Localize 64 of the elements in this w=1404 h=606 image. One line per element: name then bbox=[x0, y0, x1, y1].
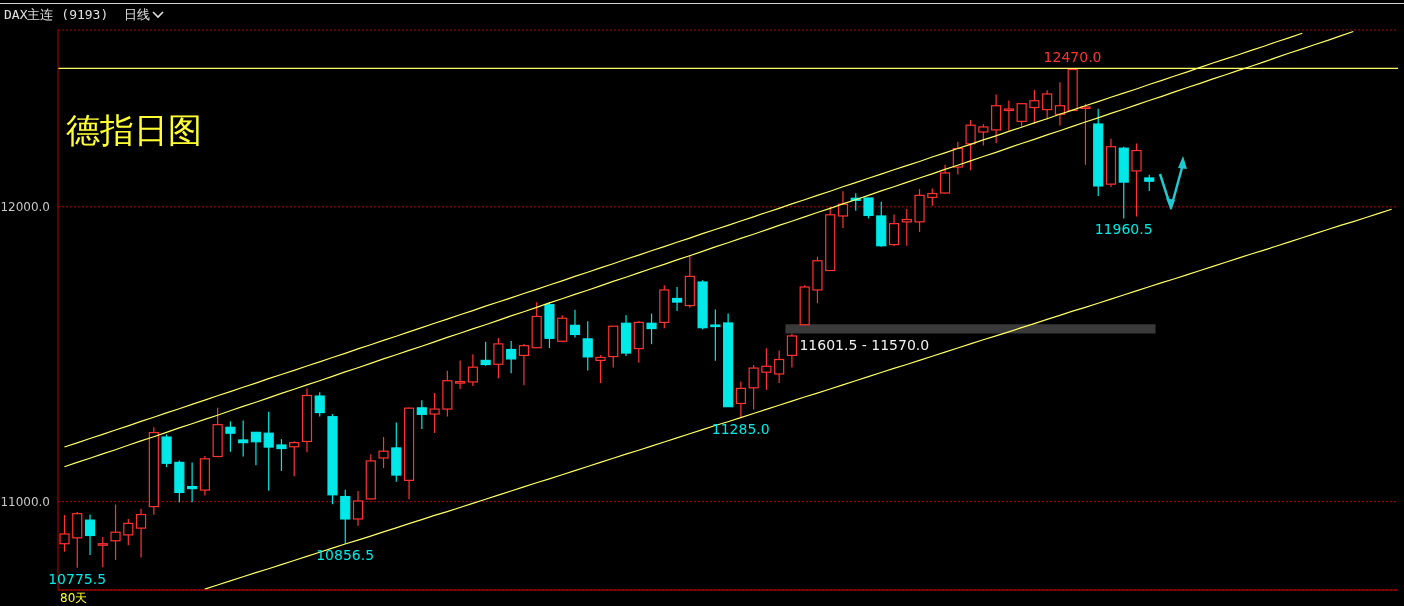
candlestick bbox=[978, 123, 989, 147]
candlestick bbox=[774, 349, 785, 384]
text: 80天 bbox=[60, 590, 88, 606]
candlestick bbox=[110, 503, 121, 561]
annotation: 10775.5 bbox=[48, 570, 107, 587]
candlestick bbox=[59, 514, 70, 553]
candlestick bbox=[671, 286, 683, 312]
candlestick bbox=[710, 308, 721, 362]
candlestick bbox=[135, 508, 147, 559]
candlestick bbox=[569, 309, 581, 339]
candlestick bbox=[748, 364, 759, 411]
candlestick bbox=[595, 354, 606, 384]
candlestick bbox=[480, 341, 491, 367]
candlestick bbox=[263, 411, 274, 492]
candlestick bbox=[276, 438, 287, 472]
candlestick bbox=[506, 340, 517, 374]
annotation: 10856.5 bbox=[316, 546, 375, 563]
candlestick bbox=[493, 337, 504, 379]
candlestick bbox=[901, 208, 912, 247]
text: 德指日图 bbox=[66, 109, 202, 152]
candlestick bbox=[378, 436, 389, 469]
candlestick bbox=[289, 440, 300, 477]
candlestick bbox=[518, 343, 530, 386]
candlestick bbox=[582, 320, 593, 372]
candlestick bbox=[84, 513, 96, 556]
candlestick bbox=[238, 419, 249, 458]
line-series bbox=[204, 208, 1393, 590]
candlestick bbox=[786, 333, 798, 369]
candlestick bbox=[646, 312, 657, 345]
candlestick bbox=[761, 347, 772, 391]
candlestick bbox=[1042, 89, 1053, 121]
chart-subtitle: DAX主连 (9193) bbox=[4, 6, 109, 24]
candlestick bbox=[863, 197, 874, 219]
y-tick-label: 12000.0 bbox=[0, 200, 50, 215]
candlestick bbox=[455, 359, 466, 390]
candlestick bbox=[735, 381, 746, 419]
annotation: 12470.0 bbox=[1043, 49, 1102, 66]
candlestick bbox=[225, 420, 236, 453]
candlestick bbox=[939, 164, 951, 195]
candlestick bbox=[888, 213, 900, 247]
text: 日线 bbox=[124, 6, 151, 24]
candlestick bbox=[1080, 103, 1091, 166]
candlestick bbox=[965, 119, 976, 171]
y-tick-label: 11000.0 bbox=[0, 494, 50, 509]
candlestick bbox=[467, 353, 478, 387]
candlestick bbox=[340, 489, 351, 545]
candlestick bbox=[429, 392, 440, 434]
candlestick bbox=[123, 518, 134, 546]
band-label: 11601.5 - 11570.0 bbox=[799, 336, 930, 353]
candlestick bbox=[837, 190, 849, 229]
candlestick bbox=[416, 399, 427, 430]
candlestick bbox=[1131, 142, 1142, 218]
candlestick bbox=[352, 490, 364, 527]
candlestick bbox=[314, 391, 325, 417]
annotation: 11285.0 bbox=[711, 420, 770, 437]
candlestick bbox=[187, 461, 198, 503]
candlestick bbox=[1029, 89, 1040, 125]
annotation: 11960.5 bbox=[1094, 221, 1153, 238]
candlestick bbox=[97, 536, 108, 568]
candlestick bbox=[1054, 81, 1066, 127]
candlestick bbox=[1016, 103, 1027, 128]
candlestick bbox=[250, 431, 262, 466]
candlestick bbox=[557, 314, 568, 343]
candlestick bbox=[1003, 99, 1014, 132]
